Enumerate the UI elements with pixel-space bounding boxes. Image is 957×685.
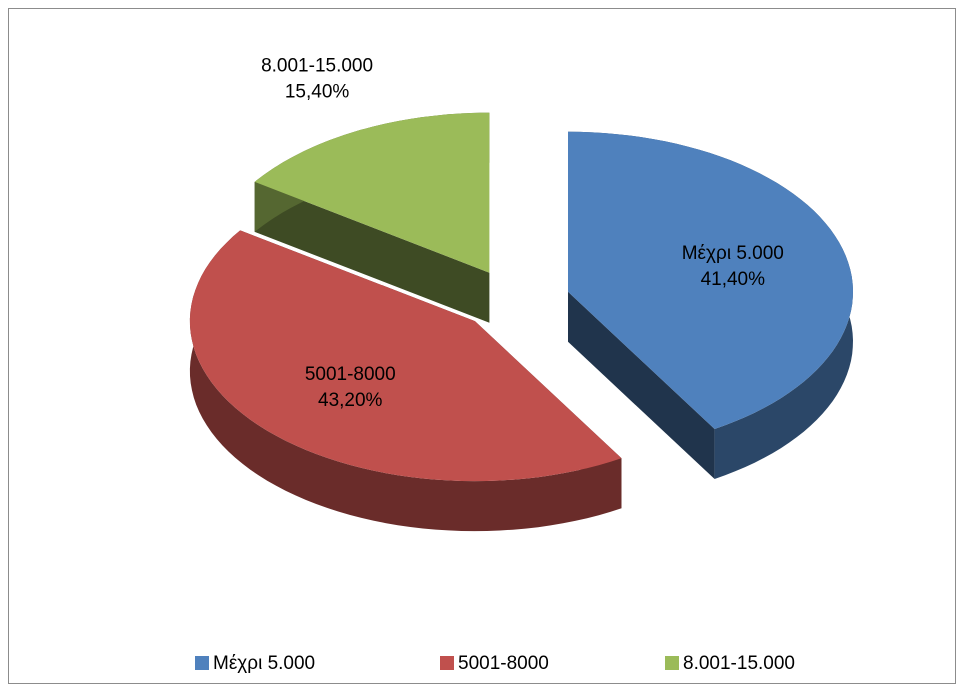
slice xyxy=(189,230,622,482)
data-label-value: 15,40% xyxy=(285,82,350,103)
legend-swatch xyxy=(665,656,679,670)
slice xyxy=(568,131,853,430)
slice-outer-side xyxy=(189,230,622,532)
data-label-category: 5001-8000 xyxy=(305,364,396,385)
data-label-value: 43,20% xyxy=(318,390,383,411)
data-label-category: 8.001-15.000 xyxy=(261,56,373,77)
data-label-value: 41,40% xyxy=(701,269,766,290)
data-label-category: Μέχρι 5.000 xyxy=(682,243,784,264)
legend-swatch xyxy=(440,656,454,670)
slice xyxy=(189,230,622,532)
slice xyxy=(254,112,490,323)
slice-cut-side xyxy=(254,181,490,323)
slice xyxy=(254,112,490,273)
slice xyxy=(568,131,853,480)
legend-label: Μέχρι 5.000 xyxy=(213,653,315,674)
legend-label: 5001-8000 xyxy=(458,653,549,674)
slice-cut-side xyxy=(568,291,715,479)
legend-swatch xyxy=(195,656,209,670)
legend-label: 8.001-15.000 xyxy=(683,653,795,674)
